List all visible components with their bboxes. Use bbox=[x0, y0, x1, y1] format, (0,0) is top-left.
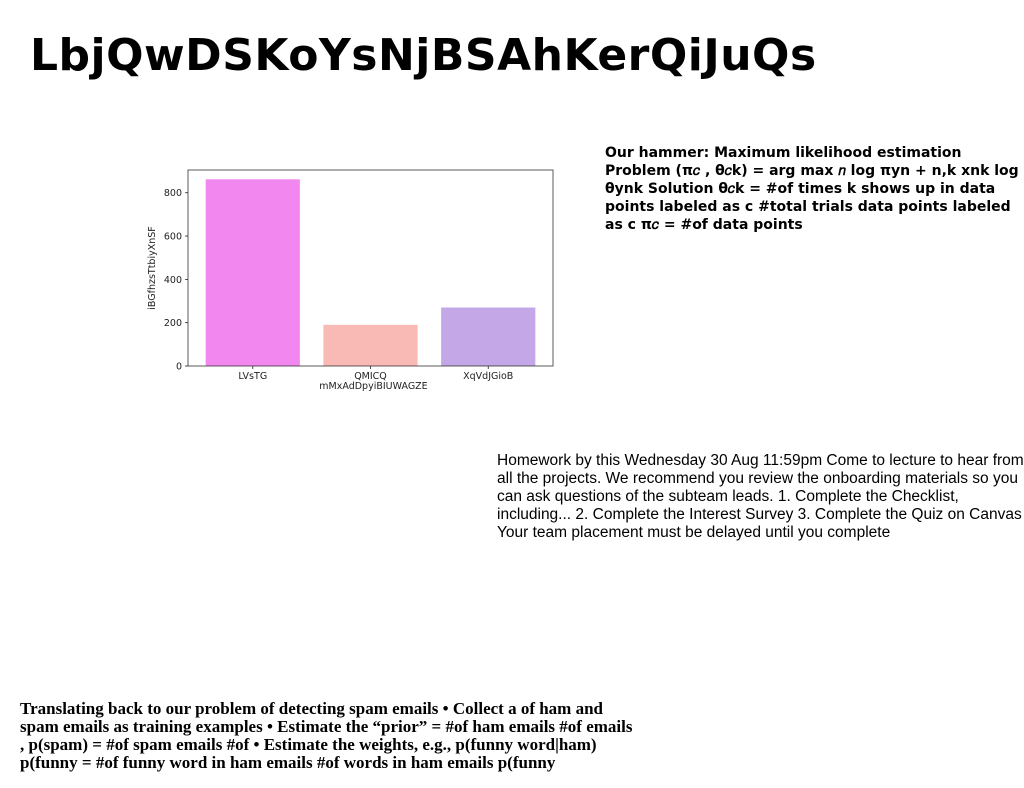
y-tick-label: 200 bbox=[164, 318, 182, 329]
y-tick-label: 800 bbox=[164, 188, 182, 199]
bar-chart-svg: LVsTG QMICQ XqVdJGioB 0 200 400 600 800 mMxAdDpy… bbox=[147, 169, 554, 392]
chart-bar bbox=[323, 324, 418, 366]
x-axis-label: mMxAdDpyiBIUWAGZE bbox=[319, 381, 427, 392]
spam-text-block: Translating back to our problem of detec… bbox=[20, 700, 633, 772]
plot-frame bbox=[187, 169, 554, 367]
bar-chart: LVsTG QMICQ XqVdJGioB 0 200 400 600 800 mMxAdDpy… bbox=[140, 160, 570, 400]
y-tick-label: 0 bbox=[176, 362, 182, 373]
x-tick-label: QMICQ bbox=[354, 371, 387, 382]
page-title: LbjQwDSKoYsNjBSAhKerQiJuQs bbox=[30, 30, 817, 81]
chart-bar bbox=[441, 307, 536, 366]
chart-bar bbox=[205, 179, 300, 366]
x-tick-label: XqVdJGioB bbox=[463, 371, 513, 382]
homework-text-block: Homework by this Wednesday 30 Aug 11:59p… bbox=[497, 452, 1024, 541]
y-axis-label: iBGfhzsTtbiyXnSF bbox=[147, 226, 158, 310]
mle-text-block: Our hammer: Maximum likelihood estimatio… bbox=[605, 145, 1019, 233]
y-tick-label: 400 bbox=[164, 275, 182, 286]
y-tick-label: 600 bbox=[164, 232, 182, 243]
x-tick-label: LVsTG bbox=[238, 371, 267, 382]
